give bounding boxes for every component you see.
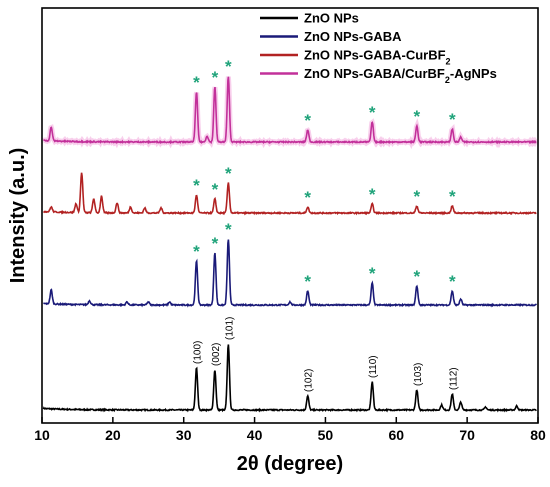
- x-tick-label-1: 20: [105, 427, 121, 443]
- peak-marker-1-5: *: [414, 267, 421, 286]
- legend: ZnO NPs ZnO NPs-GABA ZnO NPs-GABA-CurBF2Zn…: [260, 11, 497, 85]
- series-line-3: [43, 76, 537, 145]
- peak-label-2: (101): [224, 317, 235, 340]
- peak-marker-3-6: *: [449, 110, 456, 129]
- peak-marker-2-4: *: [369, 185, 376, 204]
- peak-marker-1-3: *: [304, 272, 311, 291]
- peak-label-0: (100): [192, 341, 203, 364]
- x-tick-label-5: 60: [388, 427, 404, 443]
- legend-label-2: ZnO NPs-GABA-CurBF2: [304, 48, 451, 67]
- peak-label-5: (103): [413, 363, 424, 386]
- legend-label-0: ZnO NPs: [304, 11, 359, 26]
- peak-marker-2-6: *: [449, 187, 456, 206]
- plot-traces: [42, 76, 538, 413]
- peak-marker-2-0: *: [193, 176, 200, 195]
- x-axis-ticks: 10 20 30 40 50 60 70 80: [34, 417, 546, 443]
- peak-marker-3-2: *: [225, 57, 232, 76]
- series-line-1: [43, 239, 538, 308]
- peak-marker-2-3: *: [304, 188, 311, 207]
- peak-label-4: (110): [368, 355, 379, 378]
- plot-markers: * * * * * * * * * * * * * * * * * * * * *: [193, 57, 456, 291]
- peak-marker-1-0: *: [193, 242, 200, 261]
- peak-label-1: (002): [211, 343, 222, 366]
- peak-label-6: (112): [448, 367, 459, 390]
- peak-marker-3-4: *: [369, 103, 376, 122]
- x-tick-label-0: 10: [34, 427, 50, 443]
- peak-marker-3-0: *: [193, 73, 200, 92]
- series-halo-3: [42, 76, 538, 150]
- legend-label-3: ZnO NPs-GABA/CurBF2-AgNPs: [304, 66, 497, 85]
- plot-peak-labels: (100) (002)(101) (102) (110) (103) (112): [192, 317, 459, 392]
- legend-label-1: ZnO NPs-GABA: [304, 29, 402, 44]
- peak-marker-1-2: *: [225, 220, 232, 239]
- peak-marker-1-1: *: [212, 234, 219, 253]
- peak-marker-2-1: *: [212, 180, 219, 199]
- x-tick-label-6: 70: [459, 427, 475, 443]
- peak-marker-3-5: *: [414, 107, 421, 126]
- peak-marker-1-6: *: [449, 272, 456, 291]
- peak-marker-2-2: *: [225, 164, 232, 183]
- plot-frame: [41, 7, 539, 424]
- x-axis-title: 2θ (degree): [237, 453, 343, 475]
- x-tick-label-2: 30: [176, 427, 192, 443]
- series-line-2: [43, 172, 537, 216]
- peak-marker-1-4: *: [369, 264, 376, 283]
- series-line-0: [42, 344, 537, 413]
- x-tick-label-3: 40: [247, 427, 263, 443]
- x-tick-label-4: 50: [318, 427, 334, 443]
- peak-marker-3-3: *: [304, 111, 311, 130]
- peak-label-3: (102): [304, 369, 315, 392]
- peak-marker-2-5: *: [414, 187, 421, 206]
- peak-marker-3-1: *: [212, 68, 219, 87]
- x-tick-label-7: 80: [530, 427, 546, 443]
- y-axis-title: Intensity (a.u.): [7, 148, 29, 284]
